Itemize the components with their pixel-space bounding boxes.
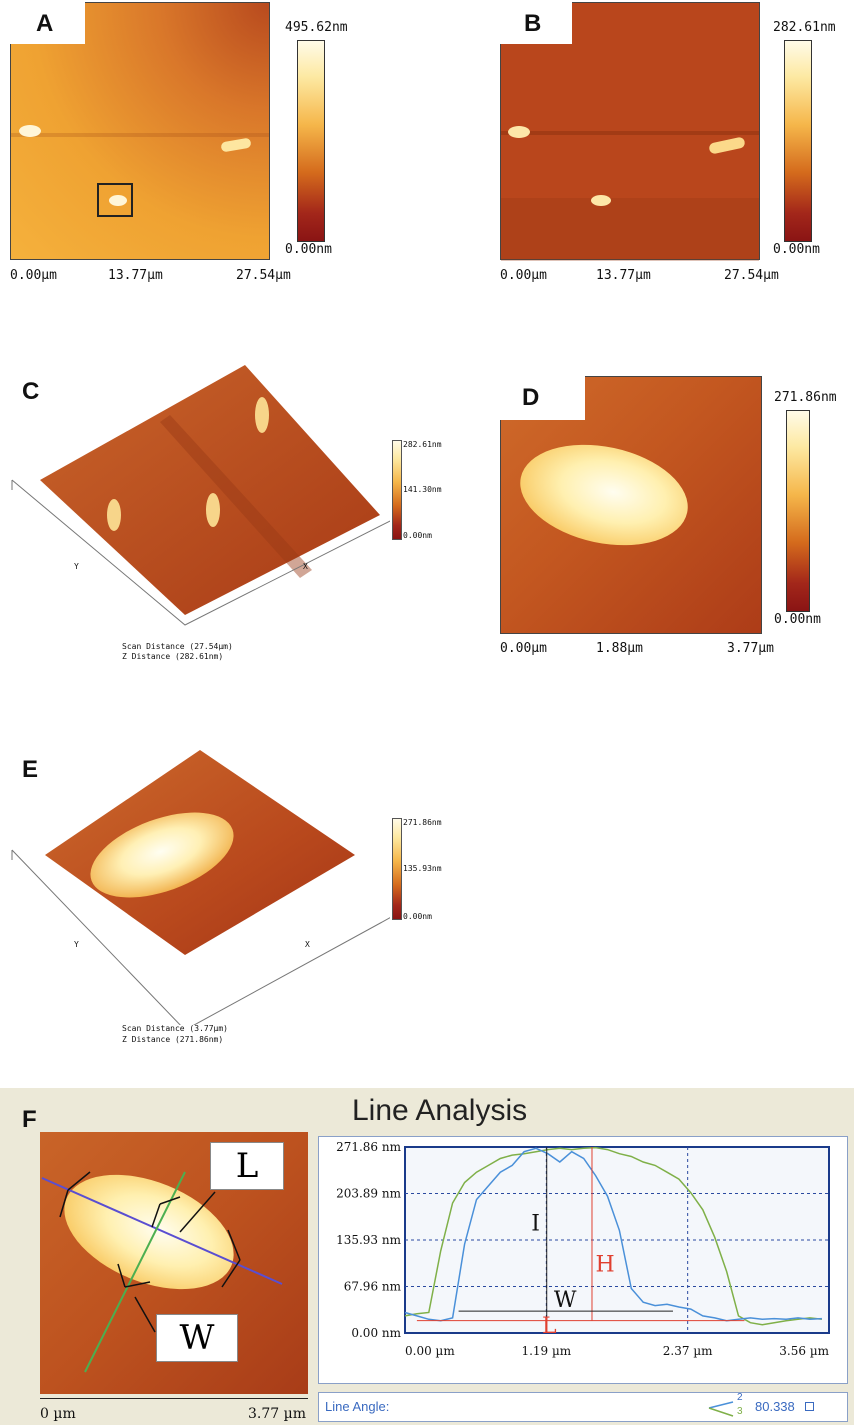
x-tick: 13.77µm [108,268,163,283]
axis-y-label: Y [74,562,79,571]
panel-label: B [524,10,542,37]
colorbar-max: 495.62nm [285,20,348,35]
colorbar-label: 0.00nm [403,912,432,921]
y-tick-label: 271.86 nm [336,1140,402,1154]
scan-distance: Scan Distance (27.54µm) [122,642,233,651]
y-tick-label: 67.96 nm [344,1280,402,1294]
annotation-w: W [554,1288,577,1313]
length-line [41,1177,283,1285]
bacterium [90,812,234,898]
colorbar [786,410,810,612]
y-tick-label: 0.00 nm [351,1326,401,1340]
panel-label: F [22,1106,37,1133]
panel-label: D [522,384,540,411]
label-l: L [235,1146,259,1186]
x-tick: 13.77µm [596,268,651,283]
scan-distance: Scan Distance (3.77µm) [122,1024,228,1033]
colorbar [784,40,812,242]
colorbar-max: 271.86nm [774,390,837,405]
particle [255,397,269,433]
line-angle-bar: Line Angle: 2 3 80.338 [318,1392,848,1422]
colorbar [297,40,325,242]
line-angle-value: 80.338 [755,1399,795,1414]
x-tick: 0.00µm [500,641,547,656]
annotation-h: H [596,1252,615,1277]
x-tick: 27.54µm [236,268,291,283]
colorbar-min: 0.00nm [773,242,820,257]
panel-b-label-bg [500,2,572,44]
panel-a: A [10,2,270,260]
image-x-tick: 3.77 µm [248,1406,306,1422]
x-tick: 0.00µm [500,268,547,283]
x-tick: 1.88µm [596,641,643,656]
series-line-2 [404,1147,822,1322]
panel-label: A [36,10,54,37]
particle [109,195,127,206]
x-tick: 0.00µm [10,268,57,283]
y-tick-label: 135.93 nm [336,1233,402,1247]
x-tick-label: 2.37 µm [663,1344,713,1358]
colorbar-label: 0.00nm [403,531,432,540]
colorbar-label: 271.86nm [403,818,442,827]
image-scale-axis [40,1398,308,1399]
bacterium [510,430,698,560]
colorbar-max: 282.61nm [773,20,836,35]
axis-x-label: X [303,562,308,571]
axis-y-label: Y [74,940,79,949]
selection-box [97,183,133,217]
colorbar-label: 135.93nm [403,864,442,873]
particle [220,137,252,153]
panel-a-label-bg [10,2,85,44]
panel-label: C [22,378,40,405]
panel-e-3d-surface [11,750,390,1025]
line-angle-label: Line Angle: [325,1399,390,1414]
colorbar [392,440,402,540]
x-tick: 3.77µm [727,641,774,656]
angle-icon [708,1401,734,1417]
panel-b-image [500,2,760,261]
particle [107,499,121,531]
colorbar [392,818,402,920]
width-line [84,1171,186,1373]
particle [206,493,220,527]
colorbar-label: 141.30nm [403,485,442,494]
line-analysis-title: Line Analysis [352,1094,528,1127]
annotation-i: I [531,1211,540,1236]
axis-x-label: X [305,940,310,949]
line-profile-chart: 271.86 nm 203.89 nm 135.93 nm 67.96 nm 0.00 … [336,1140,830,1358]
panel-f: F Line Analysis L W 0 µm 3.77 µm 271.86 … [0,1088,854,1425]
colorbar-label: 282.61nm [403,440,442,449]
annotation-l: L [542,1314,557,1339]
colorbar-min: 0.00nm [774,612,821,627]
series-line-1 [404,1146,822,1326]
z-distance: Z Distance (271.86nm) [122,1035,224,1044]
label-box-l: L [210,1142,284,1190]
panel-a-image [10,2,270,260]
angle-mark-3: 3 [737,1406,743,1417]
label-w: W [179,1318,215,1358]
particle [591,195,611,206]
x-tick-label: 1.19 µm [521,1344,571,1358]
panel-d: D [500,376,762,634]
particle [508,126,530,138]
panel-label: E [22,756,39,783]
z-distance: Z Distance (282.61nm) [122,652,224,661]
chart-panel: 271.86 nm 203.89 nm 135.93 nm 67.96 nm 0.00 … [318,1136,848,1384]
panel-b: B [500,2,760,261]
x-tick: 27.54µm [724,268,779,283]
x-tick-label: 3.56 µm [779,1344,829,1358]
panel-c-3d-surface [11,365,390,626]
label-box-w: W [156,1314,238,1362]
colorbar-min: 0.00nm [285,242,332,257]
x-tick-label: 0.00 µm [405,1344,455,1358]
panel-d-label-bg [500,376,585,420]
particle [19,125,41,137]
angle-mark-2: 2 [737,1392,743,1403]
degree-icon [805,1402,814,1411]
particle [708,136,746,155]
y-tick-label: 203.89 nm [336,1187,402,1201]
image-x-tick: 0 µm [40,1406,76,1422]
